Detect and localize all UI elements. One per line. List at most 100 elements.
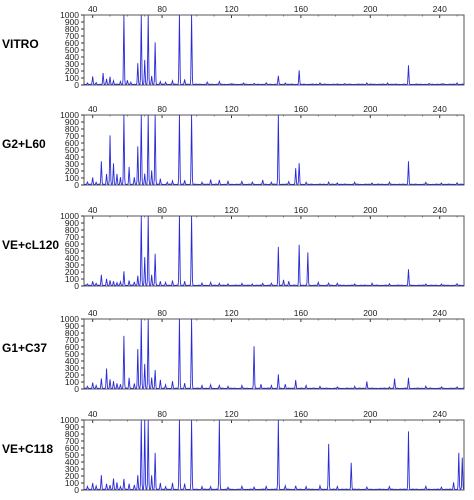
y-tick-label: 0: [74, 80, 79, 90]
sample-label: G2+L60: [2, 137, 46, 151]
x-tick-label: 120: [224, 4, 238, 14]
x-tick-label: 40: [88, 205, 98, 215]
x-tick-label: 240: [433, 104, 447, 114]
y-tick-label: 1000: [60, 211, 79, 221]
y-tick-label: 700: [65, 131, 79, 141]
x-tick-label: 200: [363, 205, 377, 215]
chromatogram-trace: [84, 15, 464, 85]
x-tick-label: 120: [224, 308, 238, 318]
x-tick-label: 200: [363, 409, 377, 419]
y-tick-label: 400: [65, 52, 79, 62]
chromatogram-trace: [84, 115, 464, 185]
x-tick-label: 40: [88, 4, 98, 14]
x-tick-label: 200: [363, 308, 377, 318]
y-tick-label: 700: [65, 232, 79, 242]
y-tick-label: 900: [65, 321, 79, 331]
y-tick-label: 500: [65, 349, 79, 359]
x-tick-label: 200: [363, 104, 377, 114]
y-tick-label: 300: [65, 260, 79, 270]
x-tick-label: 240: [433, 4, 447, 14]
x-tick-label: 40: [88, 104, 98, 114]
y-tick-label: 100: [65, 478, 79, 488]
y-tick-label: 900: [65, 117, 79, 127]
x-tick-label: 120: [224, 104, 238, 114]
y-tick-label: 1000: [60, 415, 79, 425]
y-tick-label: 1000: [60, 110, 79, 120]
x-tick-label: 240: [433, 409, 447, 419]
y-tick-label: 400: [65, 152, 79, 162]
y-tick-label: 800: [65, 24, 79, 34]
y-tick-label: 800: [65, 124, 79, 134]
x-tick-label: 160: [294, 4, 308, 14]
x-tick-label: 80: [157, 409, 167, 419]
x-tick-label: 120: [224, 409, 238, 419]
x-tick-label: 80: [157, 104, 167, 114]
y-tick-label: 200: [65, 267, 79, 277]
x-tick-label: 80: [157, 308, 167, 318]
y-tick-label: 300: [65, 159, 79, 169]
y-tick-label: 500: [65, 45, 79, 55]
y-tick-label: 500: [65, 450, 79, 460]
y-tick-label: 600: [65, 342, 79, 352]
y-tick-label: 200: [65, 66, 79, 76]
y-tick-label: 100: [65, 73, 79, 83]
y-tick-label: 0: [74, 180, 79, 190]
y-tick-label: 500: [65, 145, 79, 155]
y-tick-label: 0: [74, 281, 79, 291]
y-tick-label: 700: [65, 436, 79, 446]
y-tick-label: 900: [65, 422, 79, 432]
y-tick-label: 600: [65, 443, 79, 453]
y-tick-label: 1000: [60, 10, 79, 20]
x-tick-label: 80: [157, 205, 167, 215]
y-tick-label: 400: [65, 457, 79, 467]
chromatogram-trace: [84, 420, 464, 490]
y-tick-label: 0: [74, 384, 79, 394]
x-tick-label: 160: [294, 308, 308, 318]
x-tick-label: 240: [433, 308, 447, 318]
y-tick-label: 200: [65, 166, 79, 176]
y-tick-label: 100: [65, 377, 79, 387]
y-tick-label: 300: [65, 464, 79, 474]
y-tick-label: 500: [65, 246, 79, 256]
y-tick-label: 300: [65, 363, 79, 373]
x-tick-label: 80: [157, 4, 167, 14]
y-tick-label: 200: [65, 471, 79, 481]
y-tick-label: 1000: [60, 314, 79, 324]
sample-label: VE+C118: [2, 442, 53, 456]
x-tick-label: 40: [88, 409, 98, 419]
y-tick-label: 400: [65, 253, 79, 263]
y-tick-label: 700: [65, 31, 79, 41]
x-tick-label: 160: [294, 409, 308, 419]
y-tick-label: 600: [65, 239, 79, 249]
y-tick-label: 800: [65, 429, 79, 439]
sample-label: VE+cL120: [2, 238, 59, 252]
chromatogram-trace: [84, 216, 464, 286]
y-tick-label: 200: [65, 370, 79, 380]
x-tick-label: 40: [88, 308, 98, 318]
y-tick-label: 400: [65, 356, 79, 366]
y-tick-label: 700: [65, 335, 79, 345]
y-tick-label: 600: [65, 38, 79, 48]
y-tick-label: 300: [65, 59, 79, 69]
x-tick-label: 240: [433, 205, 447, 215]
x-tick-label: 120: [224, 205, 238, 215]
y-tick-label: 800: [65, 225, 79, 235]
y-tick-label: 900: [65, 17, 79, 27]
x-tick-label: 200: [363, 4, 377, 14]
y-tick-label: 0: [74, 485, 79, 495]
x-tick-label: 160: [294, 205, 308, 215]
x-tick-label: 160: [294, 104, 308, 114]
y-tick-label: 600: [65, 138, 79, 148]
y-tick-label: 900: [65, 218, 79, 228]
y-tick-label: 100: [65, 274, 79, 284]
y-tick-label: 100: [65, 173, 79, 183]
y-tick-label: 800: [65, 328, 79, 338]
chromatogram-trace: [84, 319, 464, 389]
sample-label: VITRO: [2, 37, 39, 51]
